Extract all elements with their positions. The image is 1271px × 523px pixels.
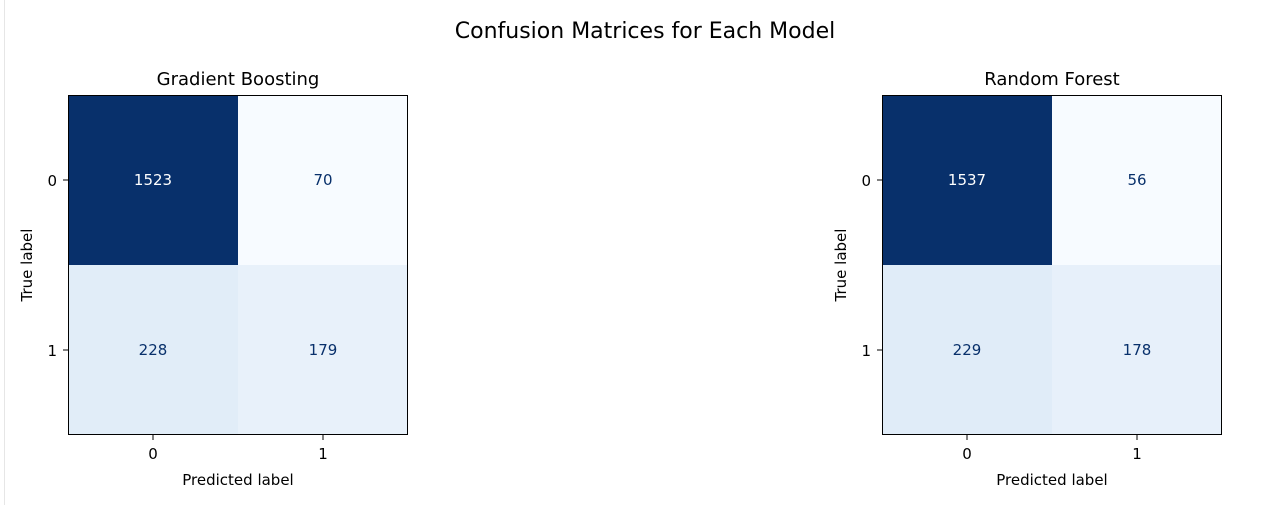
cell-value-label: 178 <box>1123 341 1152 359</box>
cell-value-label: 179 <box>309 341 338 359</box>
y-tick-label: 0 <box>861 172 871 190</box>
confusion-matrix-1: 1523 70 228 179 0 1 0 1 Gradient Boosting Predict… <box>18 69 408 489</box>
matrix-cell <box>882 265 1052 435</box>
cell-value-label: 228 <box>139 341 168 359</box>
y-axis-label: True label <box>832 229 850 303</box>
matrix-cell <box>1052 95 1222 265</box>
matrix-cell <box>882 95 1052 265</box>
axes-frame <box>68 95 408 435</box>
confusion-matrix-2: 1537 56 229 178 0 1 0 1 Random Forest Predicted l… <box>832 69 1222 489</box>
x-tick-label: 0 <box>962 445 972 463</box>
matrix-cell <box>1052 265 1222 435</box>
panel-title: Gradient Boosting <box>157 69 320 90</box>
matrix-cell <box>68 265 238 435</box>
matrix-cell <box>238 265 408 435</box>
cell-value-label: 1537 <box>948 171 986 189</box>
panel-title: Random Forest <box>984 69 1119 90</box>
x-tick-label: 1 <box>1132 445 1142 463</box>
figure-title: Confusion Matrices for Each Model <box>455 19 835 44</box>
x-tick-label: 0 <box>148 445 158 463</box>
cell-value-label: 56 <box>1127 171 1146 189</box>
y-tick-label: 1 <box>47 342 57 360</box>
y-tick-label: 1 <box>861 342 871 360</box>
matrix-cell <box>68 95 238 265</box>
y-axis-label: True label <box>18 229 36 303</box>
matrix-cell <box>238 95 408 265</box>
x-axis-label: Predicted label <box>182 471 293 489</box>
axes-frame <box>882 95 1222 435</box>
left-rule <box>4 0 5 505</box>
cell-value-label: 229 <box>953 341 982 359</box>
x-tick-label: 1 <box>318 445 328 463</box>
x-axis-label: Predicted label <box>996 471 1107 489</box>
y-tick-label: 0 <box>47 172 57 190</box>
cell-value-label: 70 <box>313 171 332 189</box>
cell-value-label: 1523 <box>134 171 172 189</box>
